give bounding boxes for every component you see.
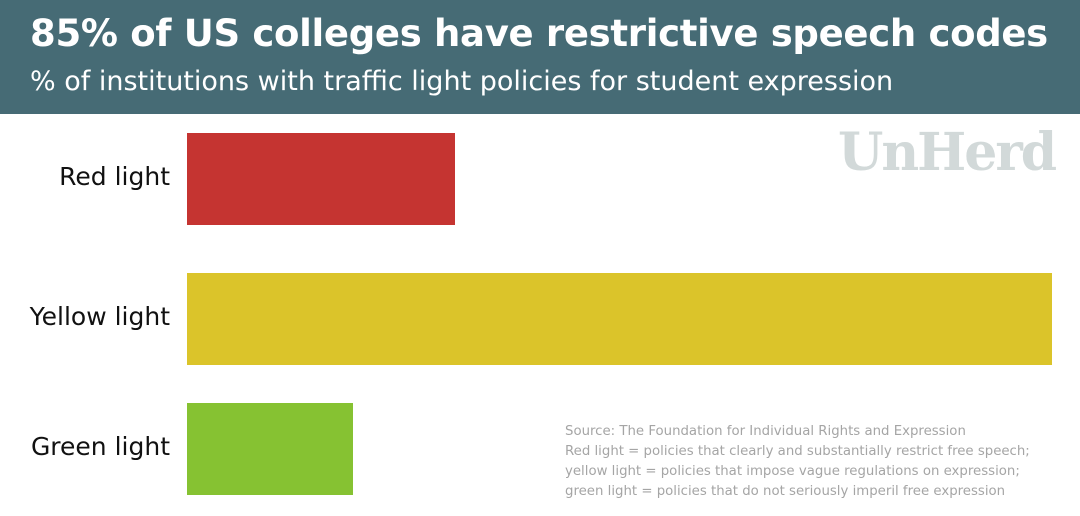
note-red: Red light = policies that clearly and su… [565,444,1030,459]
chart-subtitle: % of institutions with traffic light pol… [30,66,894,97]
chart-title: 85% of US colleges have restrictive spee… [30,12,1048,55]
bar-red-light [187,133,455,225]
source-line: Source: The Foundation for Individual Ri… [565,424,966,439]
note-green: green light = policies that do not serio… [565,484,1006,499]
unherd-logo: UnHerd [838,122,1057,183]
bar-green-light [187,403,354,495]
source-notes: Source: The Foundation for Individual Ri… [565,422,1030,502]
category-label-red: Red light [59,162,170,191]
note-yellow: yellow light = policies that impose vagu… [565,464,1020,479]
bar-yellow-light [187,273,1052,365]
category-label-yellow: Yellow light [29,302,170,331]
chart-header: 85% of US colleges have restrictive spee… [0,0,1080,114]
category-label-green: Green light [30,432,170,461]
